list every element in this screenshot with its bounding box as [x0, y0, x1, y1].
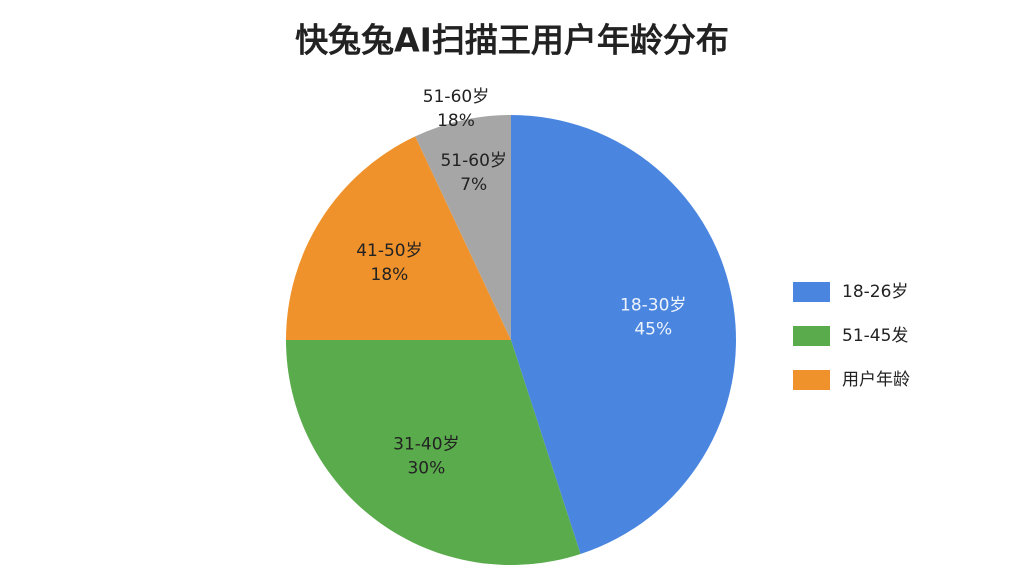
slice-value-label: 7% — [460, 175, 487, 195]
pie-slice — [286, 136, 511, 340]
slice-label: 51-60岁 — [440, 151, 506, 171]
pie-slice — [511, 115, 736, 554]
legend-swatch — [793, 282, 830, 302]
slice-label: 31-40岁 — [393, 434, 459, 454]
pie-slice — [415, 115, 511, 340]
slice-value-label: 45% — [634, 319, 672, 339]
annotation: 51-60岁 — [423, 87, 489, 107]
chart-title: 快兔兔AI扫描王用户年龄分布 — [295, 21, 729, 60]
legend-label: 18-26岁 — [842, 282, 908, 302]
slice-label: 18-30岁 — [620, 295, 686, 315]
legend-swatch — [793, 326, 830, 346]
annotation-value: 18% — [437, 111, 475, 131]
legend-label: 51-45发 — [842, 326, 908, 346]
legend-swatch — [793, 370, 830, 390]
pie-slice — [286, 340, 581, 565]
slice-value-label: 30% — [407, 458, 445, 478]
legend-label: 用户年龄 — [842, 370, 910, 390]
slice-value-label: 18% — [371, 265, 409, 285]
slice-label: 41-50岁 — [356, 241, 422, 261]
